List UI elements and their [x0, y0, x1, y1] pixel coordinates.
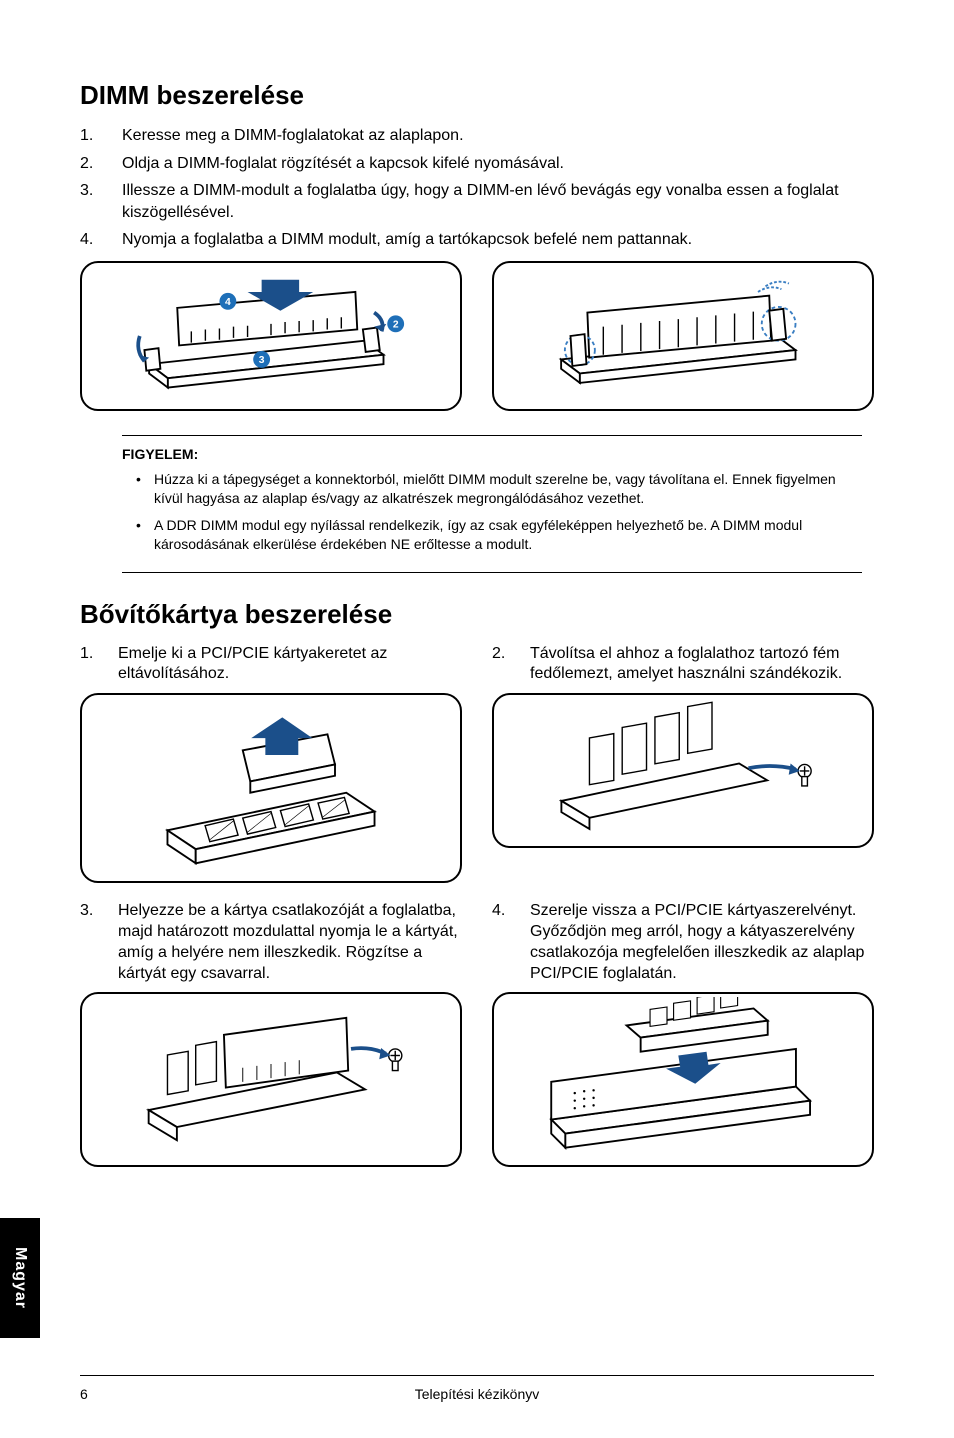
footer-rule [80, 1375, 874, 1376]
dimm-install-figure: 4 2 3 [80, 261, 462, 411]
remove-plate-figure [492, 693, 874, 848]
remove-bracket-figure [80, 693, 462, 883]
list-item: Oldja a DIMM-foglalat rögzítését a kapcs… [80, 153, 874, 175]
svg-text:3: 3 [259, 355, 265, 366]
dimm-figures: 4 2 3 [80, 261, 874, 411]
note-item: A DDR DIMM modul egy nyílással rendelkez… [154, 516, 862, 554]
insert-card-figure [80, 992, 462, 1167]
step-1: 1. Emelje ki a PCI/PCIE kártyakeretet az… [80, 644, 462, 686]
svg-text:2: 2 [393, 320, 399, 331]
step-4: 4. Szerelje vissza a PCI/PCIE kártya­sze… [492, 901, 874, 984]
list-item: Keresse meg a DIMM-foglalatokat az alapl… [80, 125, 874, 147]
language-tab: Magyar [0, 1218, 40, 1338]
note-label: FIGYELEM [122, 446, 194, 462]
section1-steps: Keresse meg a DIMM-foglalatokat az alapl… [80, 125, 874, 251]
list-item: Nyomja a foglalatba a DIMM modult, amíg … [80, 229, 874, 251]
section2-title: Bővítőkártya beszerelése [80, 599, 874, 630]
dimm-locked-figure [492, 261, 874, 411]
step-3: 3. Helyezze be a kártya csatlakozóját a … [80, 901, 462, 984]
reinstall-bracket-figure [492, 992, 874, 1167]
list-item: Illessze a DIMM-modult a foglalatba úgy,… [80, 180, 874, 223]
page-number: 6 [80, 1386, 88, 1402]
warning-note: FIGYELEM: Húzza ki a tápegységet a konne… [122, 435, 862, 573]
svg-text:4: 4 [225, 297, 231, 308]
doc-title: Telepítési kézikönyv [415, 1386, 540, 1402]
section1-title: DIMM beszerelése [80, 80, 874, 111]
note-item: Húzza ki a tápegységet a konnektorból, m… [154, 470, 862, 508]
step-2: 2. Távolítsa el ahhoz a foglalathoz tart… [492, 644, 874, 686]
expansion-card-grid: 1. Emelje ki a PCI/PCIE kártyakeretet az… [80, 644, 874, 694]
page-footer: 6 Telepítési kézikönyv [80, 1386, 874, 1402]
